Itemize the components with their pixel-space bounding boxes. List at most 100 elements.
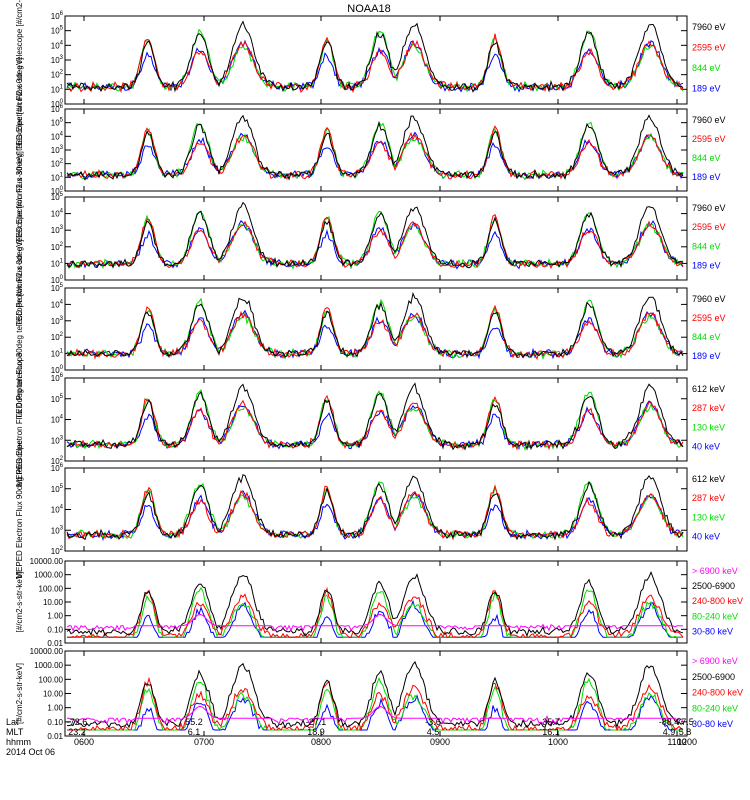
series-line [66,219,684,270]
y-tick-label: 104 [51,40,64,50]
legend-entry: 844 eV [692,241,721,251]
legend-entry: 40 keV [692,532,720,542]
series-line [66,114,684,181]
legend-entry: 2500-6900 [692,672,735,682]
legend-entry: 80-240 keV [692,611,738,621]
y-axis-label: MEPED Electron Flux 90deg telescope [15,440,24,579]
panels: 100 101 102 103 104 105 106 TED Electron Flux 0… [15,0,743,741]
legend-entry: 130 keV [692,422,725,432]
panel-3: 100 101 102 103 104 105 TED Proton Flux 0deg t… [15,151,726,326]
panel-2: 100 101 102 103 104 105 106 TED Electron Flux 3… [15,58,726,243]
series-line [66,382,684,451]
time-axis-lat-label: 77.5 [676,717,694,727]
legend-entry: 189 eV [692,351,721,361]
y-tick-label: 104 [51,505,64,515]
plot-frame [64,650,688,737]
legend-entry: 240-800 keV [692,688,743,698]
y-tick-label: 106 [51,373,64,383]
legend-entry: 287 keV [692,403,725,413]
series-line [67,676,684,732]
legend-entry: 30-80 keV [692,719,733,729]
legend-entry: 2595 eV [692,313,726,323]
y-tick-label: 105 [51,26,64,36]
series-line [66,28,684,93]
series-line [66,394,684,451]
y-tick-label: 103 [51,316,64,326]
y-tick-label: 10.00 [43,598,64,607]
y-tick-label: 102 [51,546,64,556]
legend-entry: 240-800 keV [692,596,743,606]
y-tick-label: 105 [51,283,64,293]
legend-entry: 189 eV [692,172,721,182]
time-axis-hhmm-label: 0900 [430,737,450,747]
series-line [66,20,684,93]
series-line [66,586,684,639]
series-line [67,490,684,541]
time-axis-mlt-label: 23.2 [68,727,86,737]
series-line [66,400,684,451]
time-axis-lat-label: -72.6 [67,717,88,727]
y-tick-label: 102 [51,242,64,252]
time-axis-lat-label: 35.7 [542,717,560,727]
y-tick-label: 106 [51,104,64,114]
y-tick-label: 100 [51,186,64,196]
time-axis-hhmm-label: 0700 [194,737,214,747]
legend-entry: 130 keV [692,512,725,522]
plot-frame [64,15,688,105]
series-line [66,39,684,93]
legend-entry: 2500-6900 [692,581,735,591]
series-line [66,309,684,360]
y-tick-label: 1000.00 [34,661,63,670]
time-axis-hhmm-label: 0800 [311,737,331,747]
legend-entry: 844 eV [692,63,721,73]
y-tick-label: 103 [51,55,64,65]
y-tick-label: 0.01 [47,639,63,648]
series-line [66,210,684,270]
y-tick-label: 104 [51,209,64,219]
figure-title: NOAA18 [347,3,390,15]
legend-entry: 2595 eV [692,43,726,53]
time-axis-mlt-label: 5.8 [679,727,692,737]
y-tick-label: 106 [51,11,64,21]
y-tick-label: 104 [51,299,64,309]
legend-entry: 844 eV [692,153,721,163]
time-axis-mlt-label: 16.1 [542,727,560,737]
y-tick-label: 102 [51,70,64,80]
y-tick-label: 105 [51,394,64,404]
panel-5: 102 103 104 105 106 MEPED Electron Flux 0deg … [15,352,725,486]
y-axis-label: [#/cm2-s-str-keV] [15,572,24,633]
y-tick-label: 100 [51,99,64,109]
y-tick-label: 10000.00 [30,557,64,566]
lat-row-label: Lat [6,717,19,727]
plot-frame [64,196,688,281]
y-tick-label: 106 [51,463,64,473]
panel-8: 0.01 0.10 1.00 10.00 100.00 1000.00 10000.00 [#… [15,647,743,741]
panel-6: 102 103 104 105 106 MEPED Electron Flux 90deg… [15,440,725,579]
time-axis-hhmm-label: 1100 [667,737,686,747]
y-axis-label: [#/cm2-s-str-keV] [15,663,24,724]
date-label: 2014 Oct 06 [6,747,55,757]
series-line [66,481,684,540]
legend-entry: 7960 eV [692,115,726,125]
panel-7: 0.01 0.10 1.00 10.00 100.00 1000.00 10000.00 [#… [15,557,743,648]
y-tick-label: 100 [51,365,64,375]
legend-entry: 189 eV [692,84,721,94]
time-axis-mlt-label: 6.1 [188,727,201,737]
series-line [66,484,684,541]
y-tick-label: 101 [51,84,64,94]
series-line [66,291,684,359]
y-tick-label: 1.00 [47,704,63,713]
series-line [66,570,684,638]
y-tick-label: 100.00 [39,584,64,593]
y-tick-label: 105 [51,192,64,202]
legend-entry: 7960 eV [692,22,726,32]
legend-entry: 40 keV [692,442,720,452]
time-axis-hhmm-label: 1000 [548,737,568,747]
plot-frame [64,377,688,462]
legend-entry: 612 keV [692,384,725,394]
legend-entry: 30-80 keV [692,627,733,637]
series-line [66,614,684,632]
y-tick-label: 103 [51,225,64,235]
time-axis-lat-label: 55.2 [185,717,203,727]
y-tick-label: 103 [51,145,64,155]
